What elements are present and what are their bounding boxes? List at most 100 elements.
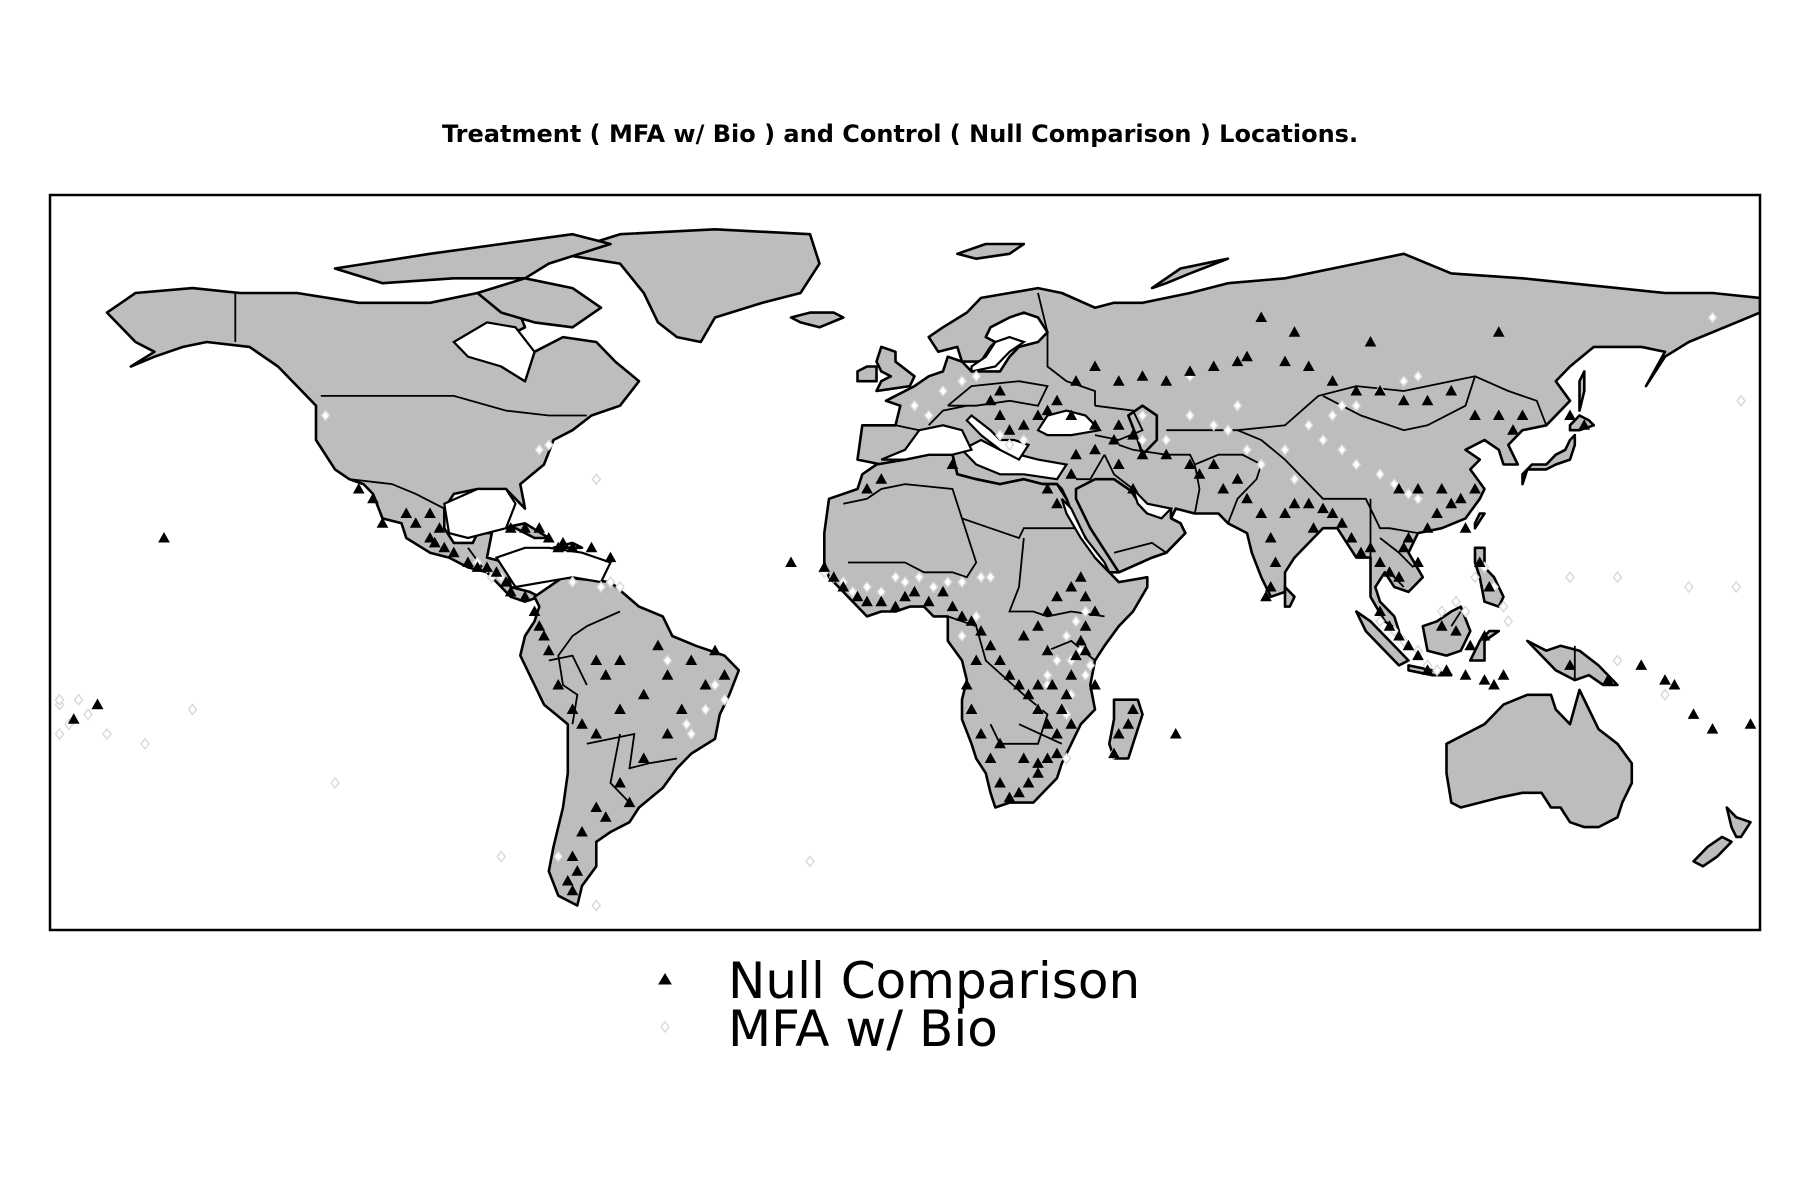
legend-mfa-label: MFA w/ Bio bbox=[728, 1000, 998, 1058]
null-comparison-point bbox=[538, 629, 550, 641]
null-comparison-point bbox=[970, 654, 983, 665]
null-comparison-point bbox=[91, 698, 104, 710]
mfa-bio-point bbox=[719, 693, 730, 706]
mfa-bio-point bbox=[553, 850, 564, 863]
null-comparison-point bbox=[566, 884, 579, 896]
mfa-bio-point bbox=[1256, 458, 1267, 471]
mfa-bio-point bbox=[1351, 458, 1362, 471]
null-comparison-point bbox=[1364, 541, 1377, 553]
mfa-bio-point bbox=[1080, 669, 1091, 682]
null-comparison-point bbox=[1041, 605, 1054, 616]
mfa-bio-point bbox=[1289, 473, 1300, 486]
mfa-bio-point bbox=[1683, 580, 1694, 594]
null-comparison-point bbox=[1364, 335, 1377, 347]
null-comparison-point bbox=[1122, 718, 1135, 729]
mfa-bio-point bbox=[1280, 443, 1290, 456]
land-svalbard bbox=[956, 242, 1026, 260]
mfa-bio-point bbox=[54, 727, 65, 741]
null-comparison-point bbox=[1089, 678, 1101, 690]
null-comparison-point bbox=[367, 492, 379, 504]
country-border bbox=[928, 404, 967, 426]
land-uk bbox=[875, 345, 916, 393]
null-comparison-point bbox=[576, 825, 588, 837]
null-comparison-point bbox=[409, 517, 422, 528]
mfa-bio-point bbox=[1498, 600, 1509, 613]
null-comparison-point bbox=[1079, 620, 1092, 631]
null-comparison-point bbox=[1079, 644, 1092, 656]
mfa-bio-point bbox=[615, 580, 625, 594]
mfa-bio-point bbox=[1503, 615, 1514, 628]
mfa-bio-point bbox=[995, 428, 1005, 442]
null-comparison-point bbox=[1041, 752, 1054, 763]
null-comparison-point bbox=[889, 600, 902, 612]
null-comparison-point bbox=[899, 590, 911, 602]
mfa-bio-point bbox=[1707, 311, 1718, 324]
country-border bbox=[1037, 292, 1096, 406]
null-comparison-point bbox=[1397, 541, 1410, 553]
null-comparison-point bbox=[1060, 688, 1073, 700]
null-comparison-point bbox=[1336, 517, 1348, 528]
land-sulawesi bbox=[1469, 629, 1501, 662]
mfa-bio-point bbox=[496, 850, 507, 863]
null-comparison-point bbox=[1578, 419, 1591, 430]
null-comparison-point bbox=[1421, 394, 1434, 406]
null-comparison-point bbox=[352, 482, 365, 494]
null-comparison-point bbox=[709, 644, 721, 656]
mfa-bio-point bbox=[1337, 443, 1347, 456]
mfa-bio-point bbox=[591, 473, 602, 486]
mfa-bio-point bbox=[985, 571, 996, 584]
null-comparison-point bbox=[1022, 776, 1035, 788]
null-comparison-point bbox=[1459, 669, 1472, 680]
null-comparison-point bbox=[1744, 718, 1757, 729]
null-markers bbox=[67, 311, 1757, 896]
null-comparison-point bbox=[1492, 409, 1505, 420]
null-comparison-point bbox=[1089, 443, 1101, 455]
null-comparison-point bbox=[504, 585, 517, 597]
mfa-bio-point bbox=[1413, 492, 1423, 505]
null-comparison-point bbox=[1659, 674, 1671, 685]
land-novaya-zemlya bbox=[1150, 257, 1230, 290]
null-comparison-point bbox=[376, 517, 389, 528]
null-comparison-point bbox=[718, 669, 731, 680]
null-comparison-point bbox=[1374, 605, 1386, 616]
null-comparison-point bbox=[1241, 492, 1253, 504]
mfa-bio-point bbox=[534, 443, 545, 456]
null-comparison-point bbox=[533, 620, 546, 631]
null-comparison-point bbox=[960, 678, 973, 690]
null-comparison-point bbox=[1350, 384, 1363, 396]
null-comparison-point bbox=[837, 580, 850, 592]
country-border bbox=[1113, 541, 1167, 554]
mfa-bio-point bbox=[1161, 433, 1172, 447]
null-comparison-point bbox=[1065, 409, 1078, 420]
null-comparison-point bbox=[1412, 649, 1424, 661]
mfa-bio-point bbox=[942, 575, 953, 589]
mfa-bio-point bbox=[862, 580, 872, 594]
null-comparison-point bbox=[481, 561, 493, 572]
null-comparison-point bbox=[1074, 571, 1087, 582]
null-comparison-point bbox=[1184, 365, 1196, 376]
country-border bbox=[548, 654, 588, 686]
mfa-bio-point bbox=[1565, 571, 1575, 584]
null-comparison-point bbox=[623, 796, 636, 808]
mfa-bio-point bbox=[957, 629, 967, 643]
null-comparison-point bbox=[1013, 786, 1025, 798]
null-comparison-point bbox=[994, 654, 1006, 665]
mfa-bio-point bbox=[890, 571, 901, 584]
country-border bbox=[843, 483, 1076, 540]
null-comparison-point bbox=[1255, 311, 1268, 322]
land-canada-islands bbox=[333, 232, 612, 285]
water-red-sea bbox=[1060, 498, 1111, 574]
null-comparison-point bbox=[956, 610, 968, 621]
null-comparison-point bbox=[500, 576, 512, 587]
null-comparison-point bbox=[1041, 482, 1054, 494]
null-comparison-point bbox=[1302, 360, 1315, 371]
null-comparison-point bbox=[1412, 556, 1424, 567]
null-comparison-point bbox=[1488, 678, 1500, 690]
land-new-zealand-s bbox=[1692, 835, 1733, 868]
mfa-bio-point bbox=[1232, 399, 1243, 412]
null-comparison-point bbox=[504, 522, 517, 533]
mfa-bio-point bbox=[914, 571, 925, 584]
land-greenland bbox=[557, 228, 821, 344]
null-comparison-point bbox=[675, 703, 688, 714]
null-comparison-point bbox=[1112, 375, 1125, 386]
